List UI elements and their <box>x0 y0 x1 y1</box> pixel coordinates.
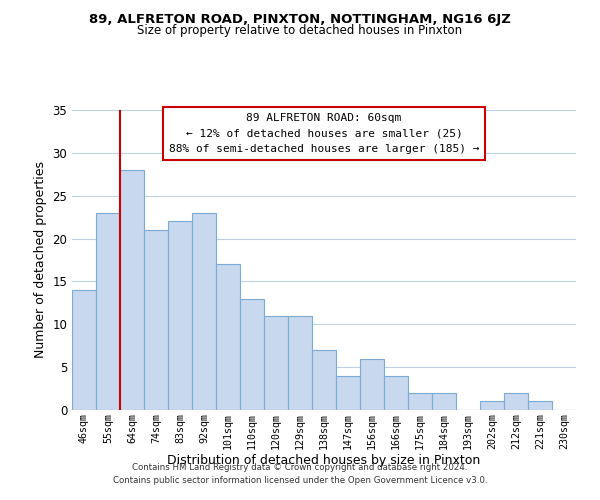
Bar <box>408 393 432 410</box>
Bar <box>192 213 216 410</box>
Bar <box>288 316 312 410</box>
Text: 89 ALFRETON ROAD: 60sqm
← 12% of detached houses are smaller (25)
88% of semi-de: 89 ALFRETON ROAD: 60sqm ← 12% of detache… <box>169 113 479 154</box>
Bar <box>72 290 96 410</box>
Bar <box>216 264 240 410</box>
Bar <box>384 376 408 410</box>
Bar <box>144 230 168 410</box>
Bar <box>240 298 264 410</box>
Y-axis label: Number of detached properties: Number of detached properties <box>34 162 47 358</box>
Bar <box>504 393 528 410</box>
Bar <box>336 376 360 410</box>
Text: Contains public sector information licensed under the Open Government Licence v3: Contains public sector information licen… <box>113 476 487 485</box>
Text: 89, ALFRETON ROAD, PINXTON, NOTTINGHAM, NG16 6JZ: 89, ALFRETON ROAD, PINXTON, NOTTINGHAM, … <box>89 12 511 26</box>
Bar <box>168 222 192 410</box>
X-axis label: Distribution of detached houses by size in Pinxton: Distribution of detached houses by size … <box>167 454 481 468</box>
Bar <box>96 213 120 410</box>
Bar <box>312 350 336 410</box>
Bar <box>360 358 384 410</box>
Bar <box>264 316 288 410</box>
Bar <box>432 393 456 410</box>
Bar <box>480 402 504 410</box>
Text: Size of property relative to detached houses in Pinxton: Size of property relative to detached ho… <box>137 24 463 37</box>
Bar <box>528 402 552 410</box>
Text: Contains HM Land Registry data © Crown copyright and database right 2024.: Contains HM Land Registry data © Crown c… <box>132 464 468 472</box>
Bar <box>120 170 144 410</box>
